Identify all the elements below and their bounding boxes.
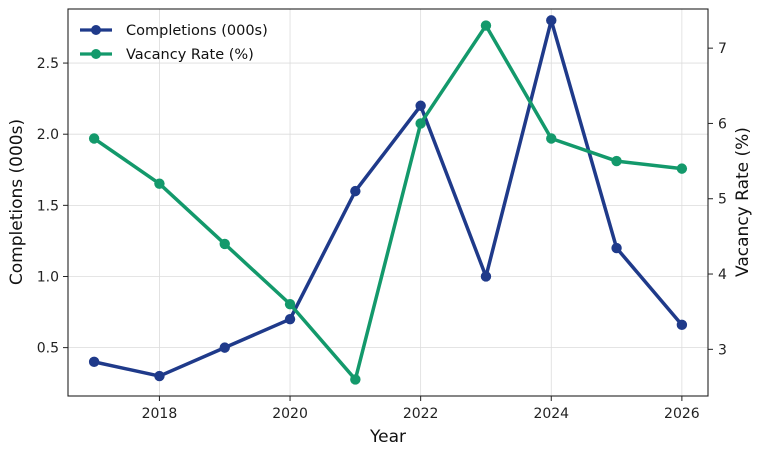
series-1-point-2022 [415,118,426,129]
x-tick-label-2018: 2018 [142,406,178,422]
legend-label-vacancy: Vacancy Rate (%) [126,47,254,63]
left-y-axis-label: Completions (000s) [7,119,27,285]
series-0-point-2021 [350,185,361,197]
legend-marker-completions [91,25,101,35]
series-1-point-2019 [219,238,230,250]
right-y-tick-label-4: 4 [718,267,727,283]
x-tick-label-2026: 2026 [664,406,700,422]
series-0-point-2023 [480,271,492,282]
left-y-tick-label-0.5: 0.5 [37,341,59,357]
legend-label-completions: Completions (000s) [126,23,268,39]
legend: Completions (000s) Vacancy Rate (%) [80,23,268,63]
series-0-point-2020 [284,313,296,325]
left-y-tick-label-1.5: 1.5 [37,198,59,214]
series-0-point-2018 [154,370,165,382]
plot-frame [67,8,709,397]
left-y-tick-label-2.5: 2.5 [37,56,59,72]
x-tick-label-2020: 2020 [272,406,308,422]
right-y-tick-label-5: 5 [718,192,727,208]
right-y-tick-label-6: 6 [718,116,727,132]
left-y-tick-label-2: 2.0 [37,127,59,143]
series-1-point-2018 [154,178,165,189]
series-line-0 [93,18,684,378]
series-0-point-2026 [676,319,688,331]
legend-marker-vacancy [91,49,101,59]
series-0-point-2022 [415,100,426,111]
series-line-1 [93,23,683,382]
axes: 2018 2020 2022 2024 2026 0.5 1.0 1.5 2.0 2.5 3 4 5 6 7 [37,41,727,422]
right-y-axis-label: Vacancy Rate (%) [733,127,753,277]
series-0-point-2024 [546,15,557,26]
right-y-tick-label-3: 3 [718,342,727,358]
series-0-point-2025 [611,242,622,254]
x-axis-label: Year [369,427,406,447]
series-1-point-2021 [350,374,361,385]
series-0-point-2017 [88,356,100,368]
series-1-point-2023 [480,20,492,31]
series-1-point-2026 [676,163,688,174]
series-1-point-2017 [88,133,100,144]
right-y-tick-label-7: 7 [718,41,727,57]
grid [68,9,708,396]
left-y-tick-label-1: 1.0 [37,269,59,285]
series-layer [88,15,688,385]
series-1-point-2020 [284,298,296,310]
series-0-point-2019 [219,342,230,353]
series-1-point-2024 [546,133,557,144]
x-tick-label-2022: 2022 [403,406,439,422]
x-tick-label-2024: 2024 [533,406,569,422]
series-1-point-2025 [611,155,622,167]
